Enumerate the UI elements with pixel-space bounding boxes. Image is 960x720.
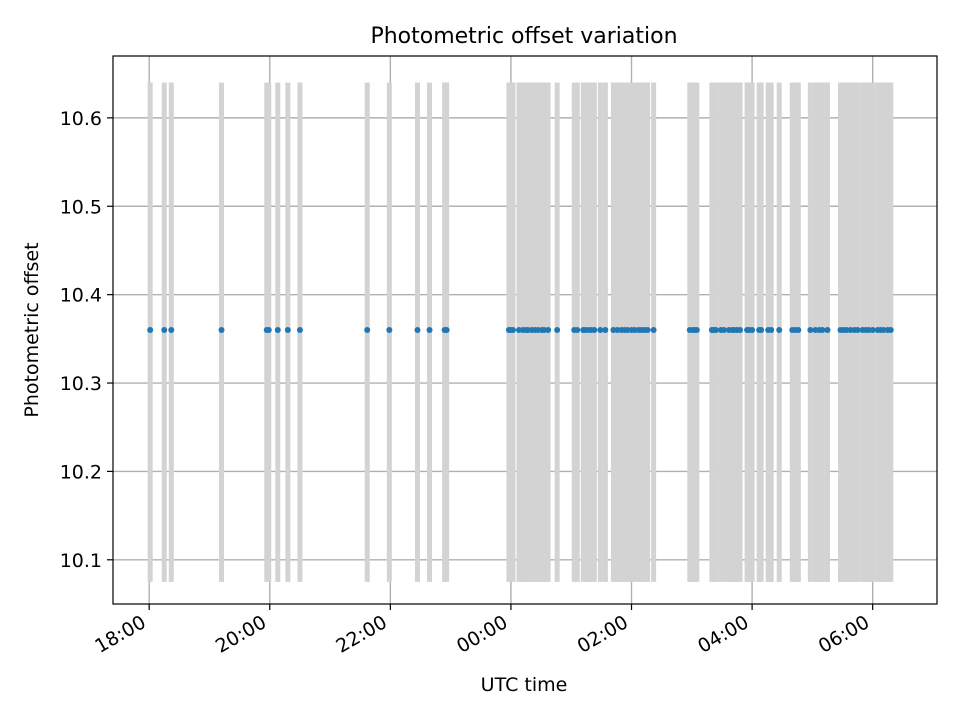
data-point (509, 327, 516, 333)
y-tick-layer: 10.1 10.2 10.3 10.4 10.5 10.6 (60, 108, 113, 572)
plot-frame (112, 55, 938, 605)
x-axis-label: UTC time (481, 674, 568, 696)
data-point (650, 327, 657, 333)
data-point (749, 327, 756, 333)
data-point (854, 327, 861, 333)
data-point (364, 327, 371, 333)
chart-title: Photometric offset variation (370, 24, 677, 49)
data-point (737, 327, 744, 333)
data-point (426, 327, 433, 333)
y-tick-label: 10.4 (60, 285, 102, 307)
data-point (768, 327, 775, 333)
data-point (819, 327, 826, 333)
data-point (693, 327, 700, 333)
data-point (545, 327, 552, 333)
data-point (161, 327, 168, 333)
y-tick-label: 10.2 (60, 461, 102, 483)
data-point (887, 327, 894, 333)
data-point (591, 327, 598, 333)
data-point (807, 327, 814, 333)
data-point (443, 327, 450, 333)
data-point (824, 327, 831, 333)
data-point (218, 327, 225, 333)
data-point (758, 327, 765, 333)
data-point (265, 327, 272, 333)
data-point (597, 327, 604, 333)
data-point (554, 327, 561, 333)
data-point (147, 327, 154, 333)
data-point (776, 327, 783, 333)
data-point (574, 327, 581, 333)
data-point (795, 327, 802, 333)
data-point (869, 327, 876, 333)
data-point (284, 327, 291, 333)
data-point (386, 327, 393, 333)
y-tick-label: 10.5 (60, 196, 102, 218)
data-point (602, 327, 609, 333)
y-tick-label: 10.3 (60, 373, 102, 395)
data-point (644, 327, 651, 333)
data-point (720, 327, 727, 333)
data-point (712, 327, 719, 333)
point-layer (147, 327, 894, 333)
data-point (296, 327, 303, 333)
data-point (274, 327, 281, 333)
data-point (414, 327, 421, 333)
y-axis-label: Photometric offset (21, 242, 43, 417)
y-tick-label: 10.1 (60, 550, 102, 572)
data-point (168, 327, 175, 333)
y-tick-label: 10.6 (60, 108, 102, 130)
